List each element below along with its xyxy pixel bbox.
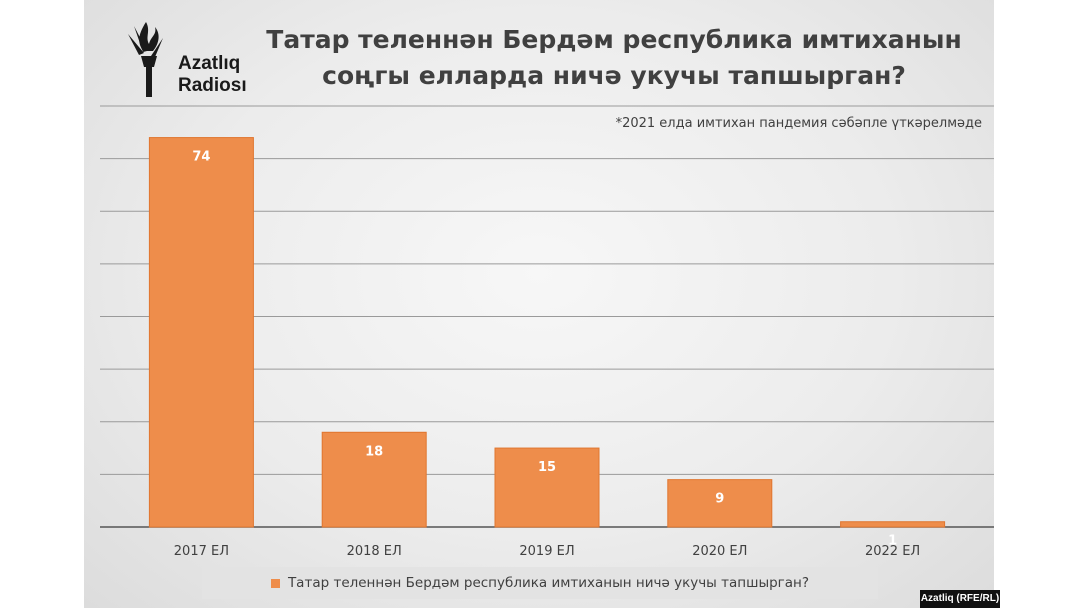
credit-badge: Azatliq (RFE/RL) <box>920 590 1000 608</box>
x-tick-label: 2020 ЕЛ <box>692 544 747 559</box>
bar <box>321 431 427 528</box>
legend: Татар теленнән Бердәм республика имтихан… <box>202 567 878 599</box>
bar-chart: 74 2017 ЕЛ 18 2018 ЕЛ 15 2019 ЕЛ 9 2020 ЕЛ 12022… <box>100 105 994 559</box>
bar-value-label: 1 <box>888 534 897 549</box>
bar <box>148 137 254 528</box>
bar <box>667 479 773 528</box>
bar-value-label: 9 <box>715 492 724 507</box>
torch-icon <box>128 22 163 97</box>
bar-value-label: 18 <box>365 444 383 459</box>
x-tick-label: 2017 ЕЛ <box>174 544 229 559</box>
bar-value-label: 15 <box>538 460 556 475</box>
brand-line-1: Azatlıq <box>178 53 241 74</box>
x-tick-label: 2018 ЕЛ <box>347 544 402 559</box>
azatliq-logo: Azatlıq Radiosı <box>124 18 264 103</box>
brand-line-2: Radiosı <box>178 75 247 96</box>
bar-value-label: 74 <box>192 150 210 165</box>
legend-swatch <box>270 578 280 588</box>
chart-frame: Azatlıq Radiosı Татар теленнән Бердәм ре… <box>84 0 994 608</box>
bar <box>840 521 946 528</box>
legend-label: Татар теленнән Бердәм республика имтихан… <box>287 575 810 591</box>
x-tick-label: 2019 ЕЛ <box>519 544 574 559</box>
chart-title: Татар теленнән Бердәм республика имтихан… <box>264 22 964 94</box>
chart-title-line-1: Татар теленнән Бердәм республика имтихан… <box>266 25 962 54</box>
x-tick-label: 2022 ЕЛ <box>865 544 920 559</box>
chart-title-line-2: соңгы елларда ничә укучы тапшырган? <box>322 61 906 90</box>
footnote: *2021 елда имтихан пандемия сәбәпле үткә… <box>615 116 982 131</box>
bar <box>494 447 600 528</box>
